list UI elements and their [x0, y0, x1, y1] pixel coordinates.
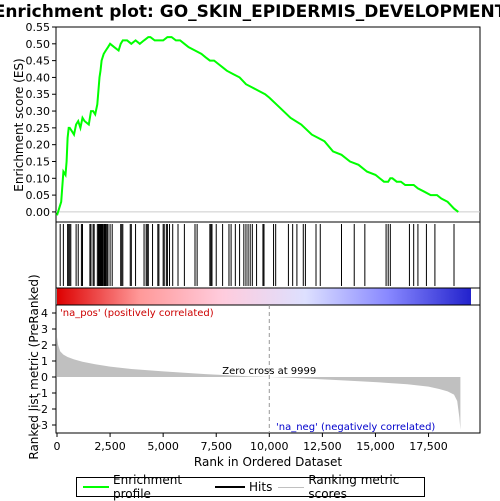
es-y-tick-label: 0.30 — [26, 105, 51, 118]
es-y-tick-label: 0.05 — [26, 189, 51, 202]
ranked-list-heatbar — [57, 288, 471, 305]
legend-item-enrichment: Enrichment profile — [83, 473, 209, 501]
legend-item-ranking: Ranking metric scores — [278, 473, 424, 501]
es-y-tick-label: 0.10 — [26, 172, 51, 185]
x-tick-label: 0 — [54, 440, 61, 453]
x-tick-label: 17,500 — [409, 440, 448, 453]
metric-y-tick-label: 2 — [41, 339, 48, 352]
x-tick-label: 15,000 — [356, 440, 395, 453]
x-tick-label: 10,000 — [250, 440, 289, 453]
legend: Enrichment profile Hits Ranking metric s… — [76, 473, 425, 501]
enrichment-swatch — [83, 486, 109, 488]
metric-y-tick-label: 1 — [41, 355, 48, 368]
es-y-tick-label: 0.00 — [26, 206, 51, 219]
es-y-tick-label: 0.35 — [26, 88, 51, 101]
positive-correlation-label: 'na_pos' (positively correlated) — [60, 308, 214, 319]
legend-item-hits: Hits — [215, 480, 272, 494]
x-tick-label: 7,500 — [200, 440, 232, 453]
metric-y-ticks: 4 3 2 1 0 -1 -2 -3 — [37, 307, 56, 432]
x-tick-label: 12,500 — [303, 440, 342, 453]
ranking-swatch — [278, 486, 305, 488]
x-axis-label: Rank in Ordered Dataset — [194, 455, 342, 469]
es-y-tick-label: 0.45 — [26, 55, 51, 68]
enrichment-profile-line — [56, 36, 459, 216]
metric-y-tick-label: 4 — [41, 307, 48, 320]
x-tick-label: 5,000 — [147, 440, 179, 453]
es-y-tick-label: 0.55 — [26, 21, 51, 34]
es-panel-frame — [55, 26, 481, 223]
es-y-tick-label: 0.25 — [26, 122, 51, 135]
es-y-tick-label: 0.15 — [26, 155, 51, 168]
metric-y-tick-label: 3 — [41, 323, 48, 336]
metric-y-tick-label: 0 — [41, 371, 48, 384]
zero-cross-label: Zero cross at 9999 — [222, 366, 316, 377]
legend-label-enrichment: Enrichment profile — [113, 473, 183, 501]
hit-markers — [59, 224, 455, 286]
metric-y-tick-label: -1 — [37, 387, 48, 400]
chart-title: Enrichment plot: GO_SKIN_EPIDERMIS_DEVEL… — [0, 2, 500, 22]
es-y-tick-label: 0.50 — [26, 38, 51, 51]
es-y-ticks: 0.55 0.50 0.45 0.40 0.35 0.30 0.25 0.20 0.15 0.10… — [26, 21, 56, 219]
negative-correlation-label: 'na_neg' (negatively correlated) — [276, 422, 435, 433]
metric-y-axis-label: Ranked list metric (PreRanked) — [27, 274, 41, 459]
legend-label-hits: Hits — [249, 480, 273, 494]
es-y-tick-label: 0.40 — [26, 71, 51, 84]
metric-y-tick-label: -2 — [37, 403, 48, 416]
x-axis-ticks: 0 2,500 5,000 7,500 10,000 12,500 15,000 17,500 — [54, 433, 448, 453]
hits-swatch — [215, 486, 246, 488]
x-tick-label: 2,500 — [94, 440, 126, 453]
es-y-tick-label: 0.20 — [26, 139, 51, 152]
metric-y-tick-label: -3 — [37, 419, 48, 432]
hits-panel-frame — [55, 221, 481, 289]
legend-label-ranking: Ranking metric scores — [308, 473, 400, 501]
es-y-axis-label: Enrichment score (ES) — [12, 58, 26, 191]
